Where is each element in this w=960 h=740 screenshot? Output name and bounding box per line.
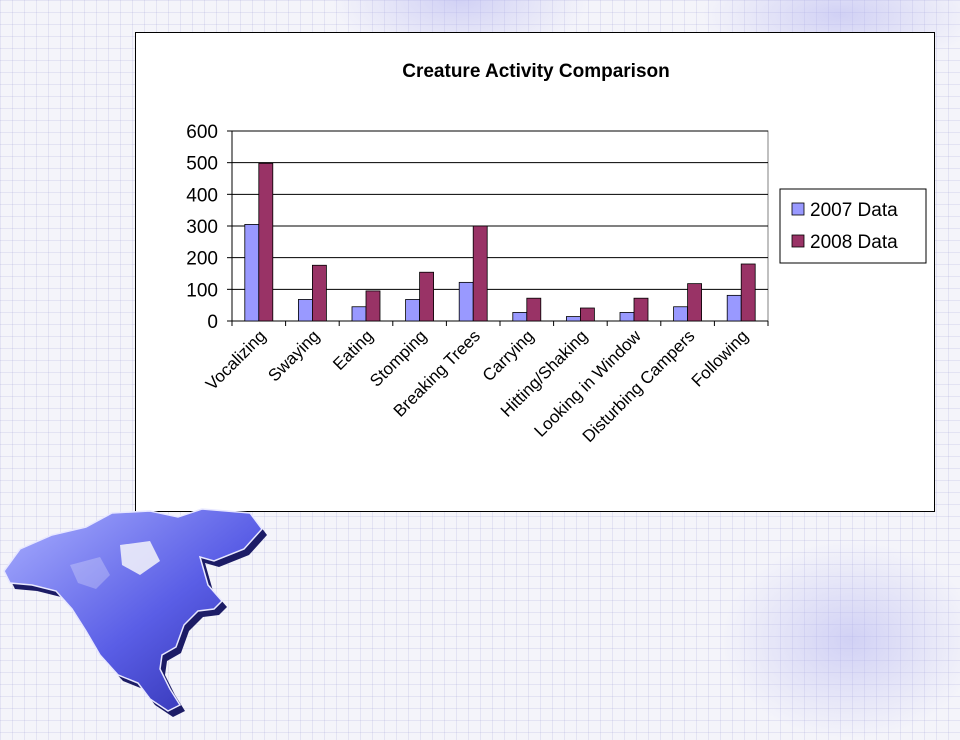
bar-2007 [673,306,688,322]
x-tick-label: Swaying [264,326,323,385]
bar-2007 [244,224,260,322]
bar-2007 [512,312,528,322]
bar-2008 [740,263,756,322]
y-tick-label: 300 [186,217,218,238]
bar-2007 [405,299,421,322]
y-tick-label: 500 [186,154,218,175]
x-tick-label: Eating [329,326,377,374]
legend-swatch-2008 [791,234,805,248]
background-glow [720,540,960,740]
bar-2008 [419,271,435,322]
north-america-map-icon [3,508,267,717]
y-tick-label: 400 [186,185,218,206]
bar-2008 [579,307,595,322]
bar-2008 [526,297,542,322]
legend-label-2008: 2008 Data [810,232,898,253]
bar-2007 [726,294,742,322]
legend-box [779,188,927,264]
bar-2008 [472,225,488,322]
x-tick-label: Following [688,326,752,390]
x-tick-label: Vocalizing [202,326,270,394]
bar-2007 [351,306,367,322]
bar-2008 [633,297,649,322]
bar-2008 [365,290,381,322]
bar-2007 [619,312,635,322]
legend-label-2007: 2007 Data [810,200,898,221]
bar-2007 [458,281,474,322]
bar-2008 [258,162,274,322]
bar-2008 [311,264,327,322]
y-tick-label: 100 [186,280,218,301]
y-tick-label: 200 [186,249,218,270]
chart-title: Creature Activity Comparison [402,61,669,82]
bar-2007 [297,299,313,322]
y-tick-label: 0 [207,312,218,333]
legend-swatch-2007 [791,202,805,216]
chart-container: Creature Activity Comparison 0 100 200 300 40… [135,32,935,512]
y-tick-label: 600 [186,122,218,143]
bar-2007 [565,316,581,322]
bar-2008 [687,283,702,322]
bar-chart: Creature Activity Comparison 0 100 200 300 40… [186,61,927,446]
